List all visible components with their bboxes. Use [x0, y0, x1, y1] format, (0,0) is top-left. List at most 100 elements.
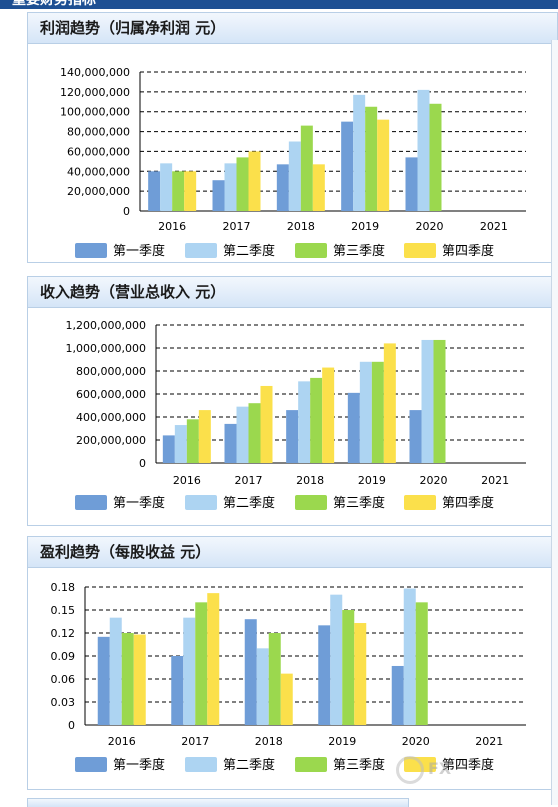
- legend-swatch: [75, 757, 107, 772]
- legend-label: 第三季度: [333, 757, 385, 773]
- y-tick-label: 0: [68, 719, 75, 732]
- y-tick-label: 1,200,000,000: [66, 319, 146, 332]
- bar: [174, 425, 187, 463]
- bar: [260, 385, 273, 463]
- y-tick-label: 0.12: [51, 627, 76, 640]
- x-tick-label: 2019: [328, 735, 356, 748]
- legend-label: 第四季度: [442, 243, 494, 259]
- bar: [148, 171, 161, 211]
- profit-trend-chart: 0 20,000,000 40,000,000 60,000,000 80,000,00…: [60, 66, 526, 259]
- y-tick-label: 200,000,000: [76, 434, 146, 447]
- x-tick-label: 2021: [481, 474, 509, 487]
- x-tick-label: 2020: [416, 220, 444, 233]
- bar: [330, 594, 343, 725]
- bar: [224, 423, 237, 463]
- legend-swatch: [295, 495, 327, 510]
- bar: [286, 410, 299, 463]
- bar: [433, 339, 446, 463]
- revenue-trend-chart: 0 200,000,000 400,000,000 600,000,000 800,00…: [66, 319, 526, 511]
- bar: [109, 617, 122, 725]
- y-tick-label: 0.15: [51, 604, 76, 617]
- x-tick-label: 2016: [158, 220, 186, 233]
- bar: [97, 636, 110, 725]
- bar: [236, 157, 249, 211]
- x-tick-label: 2019: [358, 474, 386, 487]
- y-tick-label: 1,000,000,000: [66, 342, 146, 355]
- bar: [280, 673, 293, 725]
- bar: [409, 410, 422, 463]
- x-tick-label: 2021: [475, 735, 503, 748]
- bar: [195, 602, 208, 725]
- y-tick-label: 100,000,000: [60, 106, 130, 119]
- bar: [198, 410, 211, 463]
- bar: [429, 103, 442, 211]
- next-panel-header: [27, 798, 409, 807]
- bar: [359, 361, 372, 463]
- panel-title: 盈利趋势（每股收益 元）: [28, 537, 557, 568]
- bar: [121, 633, 134, 725]
- bar: [365, 106, 378, 211]
- bar: [184, 171, 197, 211]
- bar: [415, 602, 428, 725]
- bar: [403, 588, 416, 725]
- bar: [212, 180, 225, 211]
- y-tick-label: 60,000,000: [67, 145, 130, 158]
- legend-swatch: [185, 495, 217, 510]
- bar: [207, 593, 220, 725]
- x-tick-label: 2019: [351, 220, 379, 233]
- bar: [383, 343, 396, 463]
- legend-label: 第一季度: [113, 495, 165, 511]
- legend-label: 第一季度: [113, 243, 165, 259]
- bar: [288, 141, 301, 211]
- legend-label: 第二季度: [223, 243, 275, 259]
- bar: [377, 119, 390, 211]
- legend-swatch: [404, 243, 436, 258]
- y-tick-label: 20,000,000: [67, 185, 130, 198]
- y-tick-label: 40,000,000: [67, 165, 130, 178]
- bar: [276, 164, 289, 211]
- legend-label: 第二季度: [223, 495, 275, 511]
- x-tick-label: 2016: [108, 735, 136, 748]
- bar: [298, 381, 311, 463]
- y-tick-label: 800,000,000: [76, 365, 146, 378]
- profit-trend-panel: 利润趋势（归属净利润 元） 0 20,000,000 40,000,000 60,00…: [27, 12, 558, 263]
- x-tick-label: 2018: [287, 220, 315, 233]
- bar: [300, 125, 313, 211]
- x-tick-label: 2016: [173, 474, 201, 487]
- eps-trend-panel: 盈利趋势（每股收益 元） 0 0.03 0.06 0.09 0.12 0.15 0.18 20…: [27, 536, 558, 790]
- section-title: 重要财务指标: [12, 0, 96, 8]
- bar: [347, 392, 360, 463]
- legend-label: 第二季度: [223, 757, 275, 773]
- bar: [354, 623, 367, 725]
- bar: [248, 151, 261, 211]
- bar: [312, 164, 325, 211]
- legend-label: 第三季度: [333, 243, 385, 259]
- eps-trend-chart: 0 0.03 0.06 0.09 0.12 0.15 0.18 2016 2017 2018 201…: [51, 581, 526, 773]
- y-tick-label: 0.18: [51, 581, 76, 594]
- x-tick-label: 2017: [181, 735, 209, 748]
- legend-label: 第四季度: [442, 757, 494, 773]
- bar: [268, 633, 281, 725]
- legend-swatch: [75, 495, 107, 510]
- bar: [133, 634, 146, 725]
- y-tick-label: 80,000,000: [67, 126, 130, 139]
- y-tick-label: 0.03: [51, 696, 76, 709]
- bar: [162, 435, 175, 463]
- bar: [256, 648, 269, 725]
- bar: [322, 367, 335, 463]
- bar: [342, 610, 355, 725]
- panel-title: 利润趋势（归属净利润 元）: [28, 13, 557, 44]
- bar: [341, 121, 354, 211]
- y-tick-label: 0: [123, 205, 130, 218]
- y-tick-label: 600,000,000: [76, 388, 146, 401]
- y-tick-label: 0.06: [51, 673, 76, 686]
- section-header-bar: 重要财务指标: [0, 0, 558, 9]
- bar: [183, 617, 196, 725]
- legend-label: 第三季度: [333, 495, 385, 511]
- legend-swatch: [295, 243, 327, 258]
- bar: [405, 157, 418, 211]
- bar: [172, 171, 185, 211]
- bar: [248, 403, 261, 463]
- x-tick-label: 2021: [480, 220, 508, 233]
- bar: [186, 419, 199, 463]
